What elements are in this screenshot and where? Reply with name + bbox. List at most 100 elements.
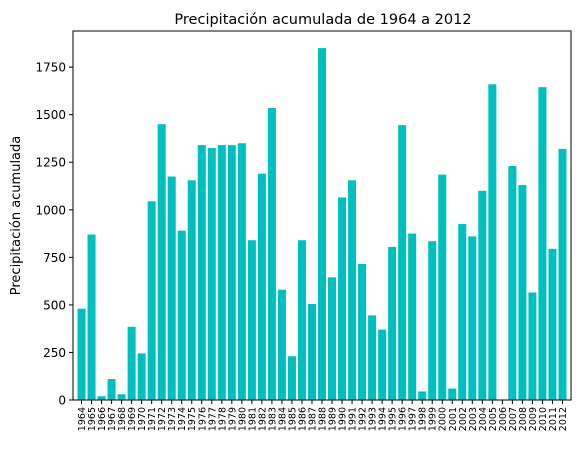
bar-2003 bbox=[468, 236, 477, 400]
x-tick-label-2011: 2011 bbox=[548, 407, 559, 431]
x-tick-label-1988: 1988 bbox=[318, 407, 329, 431]
x-tick-label-1996: 1996 bbox=[398, 407, 409, 431]
bar-1966 bbox=[97, 396, 106, 400]
x-tick-label-1979: 1979 bbox=[227, 407, 238, 431]
bar-1989 bbox=[328, 277, 337, 400]
bars-group bbox=[77, 48, 567, 401]
x-tick-label-2006: 2006 bbox=[498, 407, 509, 431]
bar-1984 bbox=[277, 289, 286, 400]
bar-2009 bbox=[528, 292, 537, 400]
x-tick-label-1976: 1976 bbox=[197, 407, 208, 431]
bar-1980 bbox=[237, 143, 246, 400]
x-tick-label-1986: 1986 bbox=[297, 407, 308, 431]
bar-1988 bbox=[317, 48, 327, 401]
bar-1983 bbox=[267, 108, 276, 400]
bar-2007 bbox=[508, 166, 517, 400]
x-tick-label-1971: 1971 bbox=[147, 407, 158, 431]
bar-1969 bbox=[127, 326, 136, 400]
x-tick-label-1998: 1998 bbox=[418, 407, 429, 431]
bar-1995 bbox=[388, 246, 397, 400]
x-tick-label-2012: 2012 bbox=[558, 407, 569, 431]
bar-1970 bbox=[137, 353, 146, 400]
bar-1977 bbox=[207, 147, 216, 400]
x-tick-label-2007: 2007 bbox=[508, 407, 519, 431]
bar-1975 bbox=[187, 180, 196, 400]
y-axis: 0 250 500 750 1000 1250 1500 1750 bbox=[35, 61, 73, 408]
x-tick-label-1992: 1992 bbox=[358, 407, 369, 431]
y-tick-label: 1250 bbox=[35, 156, 66, 170]
x-tick-label-2008: 2008 bbox=[518, 407, 529, 431]
y-tick-label: 250 bbox=[43, 346, 66, 360]
bar-2010 bbox=[538, 87, 547, 401]
bar-1998 bbox=[418, 391, 427, 400]
x-tick-label-1980: 1980 bbox=[237, 407, 248, 431]
bar-2008 bbox=[518, 185, 527, 400]
bar-1965 bbox=[87, 234, 96, 400]
x-tick-label-1987: 1987 bbox=[307, 407, 318, 431]
bar-1991 bbox=[348, 180, 357, 400]
bar-1982 bbox=[257, 173, 266, 400]
x-tick-label-2003: 2003 bbox=[468, 407, 479, 431]
bar-2002 bbox=[458, 224, 467, 400]
x-tick-label-2004: 2004 bbox=[478, 407, 489, 431]
y-tick-label: 500 bbox=[43, 298, 66, 312]
x-tick-label-1991: 1991 bbox=[348, 407, 359, 431]
x-tick-label-2002: 2002 bbox=[458, 407, 469, 431]
bar-1978 bbox=[217, 145, 226, 400]
bar-2000 bbox=[438, 174, 447, 400]
bar-1976 bbox=[197, 145, 206, 400]
bar-1992 bbox=[358, 264, 367, 400]
x-tick-label-1967: 1967 bbox=[107, 407, 118, 431]
bar-1987 bbox=[307, 303, 316, 400]
bar-1971 bbox=[147, 201, 156, 400]
x-tick-label-1994: 1994 bbox=[378, 407, 389, 431]
x-tick-label-1997: 1997 bbox=[408, 407, 419, 431]
x-tick-label-1982: 1982 bbox=[257, 407, 268, 431]
bar-1993 bbox=[368, 315, 377, 400]
x-tick-label-1965: 1965 bbox=[87, 407, 98, 431]
bar-2012 bbox=[558, 148, 567, 400]
bar-1981 bbox=[247, 240, 256, 400]
x-tick-label-1984: 1984 bbox=[277, 407, 288, 431]
bar-1997 bbox=[408, 233, 417, 400]
x-tick-label-1969: 1969 bbox=[127, 407, 138, 431]
bar-1964 bbox=[77, 308, 86, 400]
x-tick-label-1995: 1995 bbox=[388, 407, 399, 431]
x-tick-label-2009: 2009 bbox=[528, 407, 539, 431]
y-tick-label: 750 bbox=[43, 251, 66, 265]
x-tick-label-1968: 1968 bbox=[117, 407, 128, 431]
x-tick-label-2005: 2005 bbox=[488, 407, 499, 431]
x-tick-label-1970: 1970 bbox=[137, 407, 148, 431]
x-tick-label-1972: 1972 bbox=[157, 407, 168, 431]
y-tick-label: 0 bbox=[58, 394, 66, 408]
y-tick-label: 1500 bbox=[35, 108, 66, 122]
bar-2005 bbox=[488, 84, 497, 400]
x-tick-label-1966: 1966 bbox=[97, 407, 108, 431]
x-tick-label-1990: 1990 bbox=[338, 407, 349, 431]
y-tick-label: 1750 bbox=[35, 61, 66, 75]
x-tick-label-2010: 2010 bbox=[538, 407, 549, 431]
bar-1973 bbox=[167, 176, 176, 400]
x-tick-label-1985: 1985 bbox=[287, 407, 298, 431]
bar-1999 bbox=[428, 241, 437, 400]
bar-1990 bbox=[338, 197, 347, 400]
x-axis: 1964 1965 1966 1967 1968 1969 1970 1971 1972 1973… bbox=[77, 400, 569, 431]
x-tick-label-1993: 1993 bbox=[368, 407, 379, 431]
bar-1985 bbox=[287, 356, 296, 400]
bar-1996 bbox=[398, 125, 407, 401]
bar-1974 bbox=[177, 230, 186, 400]
x-tick-label-2000: 2000 bbox=[438, 407, 449, 431]
x-tick-label-2001: 2001 bbox=[448, 407, 459, 431]
x-tick-label-1999: 1999 bbox=[428, 407, 439, 431]
x-tick-label-1978: 1978 bbox=[217, 407, 228, 431]
x-tick-label-1989: 1989 bbox=[328, 407, 339, 431]
y-tick-label: 1000 bbox=[35, 203, 66, 217]
bar-2001 bbox=[448, 388, 457, 400]
x-tick-label-1974: 1974 bbox=[177, 407, 188, 431]
x-tick-label-1977: 1977 bbox=[207, 407, 218, 431]
x-tick-label-1975: 1975 bbox=[187, 407, 198, 431]
bar-2011 bbox=[548, 248, 557, 400]
x-tick-label-1964: 1964 bbox=[77, 407, 88, 431]
bar-1986 bbox=[297, 240, 306, 400]
